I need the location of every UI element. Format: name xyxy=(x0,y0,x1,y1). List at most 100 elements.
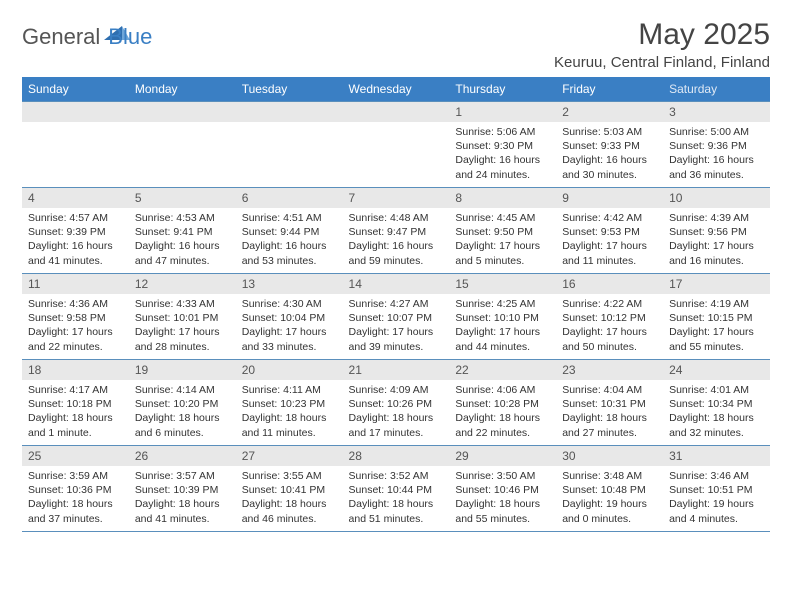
day-line: Sunset: 10:46 PM xyxy=(455,483,550,497)
day-number: 12 xyxy=(129,274,236,294)
day-content: Sunrise: 4:36 AMSunset: 9:58 PMDaylight:… xyxy=(22,294,129,358)
day-line: Sunset: 9:47 PM xyxy=(349,225,444,239)
day-line: Sunset: 10:41 PM xyxy=(242,483,337,497)
calendar-cell: 10Sunrise: 4:39 AMSunset: 9:56 PMDayligh… xyxy=(663,188,770,274)
day-line: Daylight: 16 hours and 53 minutes. xyxy=(242,239,337,267)
day-line: Sunrise: 3:46 AM xyxy=(669,469,764,483)
day-content: Sunrise: 4:51 AMSunset: 9:44 PMDaylight:… xyxy=(236,208,343,272)
day-line: Sunrise: 4:36 AM xyxy=(28,297,123,311)
day-line: Sunrise: 5:03 AM xyxy=(562,125,657,139)
day-line: Sunrise: 4:11 AM xyxy=(242,383,337,397)
day-content: Sunrise: 4:25 AMSunset: 10:10 PMDaylight… xyxy=(449,294,556,358)
calendar-week-row: 4Sunrise: 4:57 AMSunset: 9:39 PMDaylight… xyxy=(22,188,770,274)
day-line: Sunrise: 5:00 AM xyxy=(669,125,764,139)
day-content: Sunrise: 3:59 AMSunset: 10:36 PMDaylight… xyxy=(22,466,129,530)
day-line: Sunset: 10:31 PM xyxy=(562,397,657,411)
day-content: Sunrise: 4:33 AMSunset: 10:01 PMDaylight… xyxy=(129,294,236,358)
calendar-cell: 13Sunrise: 4:30 AMSunset: 10:04 PMDaylig… xyxy=(236,274,343,360)
day-content: Sunrise: 4:22 AMSunset: 10:12 PMDaylight… xyxy=(556,294,663,358)
day-number: 20 xyxy=(236,360,343,380)
day-content: Sunrise: 4:17 AMSunset: 10:18 PMDaylight… xyxy=(22,380,129,444)
calendar-cell: 1Sunrise: 5:06 AMSunset: 9:30 PMDaylight… xyxy=(449,102,556,188)
day-line: Sunset: 9:33 PM xyxy=(562,139,657,153)
day-number: 15 xyxy=(449,274,556,294)
day-header: Saturday xyxy=(663,77,770,102)
day-content: Sunrise: 4:14 AMSunset: 10:20 PMDaylight… xyxy=(129,380,236,444)
day-line: Daylight: 18 hours and 55 minutes. xyxy=(455,497,550,525)
day-content: Sunrise: 3:46 AMSunset: 10:51 PMDaylight… xyxy=(663,466,770,530)
day-line: Daylight: 18 hours and 22 minutes. xyxy=(455,411,550,439)
calendar-cell: 14Sunrise: 4:27 AMSunset: 10:07 PMDaylig… xyxy=(343,274,450,360)
day-line: Sunset: 9:50 PM xyxy=(455,225,550,239)
day-line: Sunset: 10:23 PM xyxy=(242,397,337,411)
day-number: 26 xyxy=(129,446,236,466)
day-content: Sunrise: 4:04 AMSunset: 10:31 PMDaylight… xyxy=(556,380,663,444)
day-content xyxy=(129,122,236,129)
calendar-table: Sunday Monday Tuesday Wednesday Thursday… xyxy=(22,77,770,532)
day-content: Sunrise: 4:57 AMSunset: 9:39 PMDaylight:… xyxy=(22,208,129,272)
day-line: Sunset: 9:56 PM xyxy=(669,225,764,239)
day-content: Sunrise: 4:06 AMSunset: 10:28 PMDaylight… xyxy=(449,380,556,444)
day-line: Sunrise: 5:06 AM xyxy=(455,125,550,139)
day-header: Wednesday xyxy=(343,77,450,102)
day-line: Sunset: 10:44 PM xyxy=(349,483,444,497)
day-line: Sunset: 10:07 PM xyxy=(349,311,444,325)
day-number: 10 xyxy=(663,188,770,208)
page-header: General Blue May 2025 Keuruu, Central Fi… xyxy=(22,18,770,71)
calendar-cell xyxy=(343,102,450,188)
calendar-cell: 2Sunrise: 5:03 AMSunset: 9:33 PMDaylight… xyxy=(556,102,663,188)
calendar-cell: 9Sunrise: 4:42 AMSunset: 9:53 PMDaylight… xyxy=(556,188,663,274)
calendar-cell: 11Sunrise: 4:36 AMSunset: 9:58 PMDayligh… xyxy=(22,274,129,360)
day-line: Sunset: 10:39 PM xyxy=(135,483,230,497)
day-line: Daylight: 17 hours and 33 minutes. xyxy=(242,325,337,353)
day-number: 24 xyxy=(663,360,770,380)
calendar-cell: 6Sunrise: 4:51 AMSunset: 9:44 PMDaylight… xyxy=(236,188,343,274)
day-number: 6 xyxy=(236,188,343,208)
day-number: 14 xyxy=(343,274,450,294)
day-number: 5 xyxy=(129,188,236,208)
day-line: Sunrise: 4:48 AM xyxy=(349,211,444,225)
calendar-cell: 8Sunrise: 4:45 AMSunset: 9:50 PMDaylight… xyxy=(449,188,556,274)
day-line: Sunrise: 4:25 AM xyxy=(455,297,550,311)
day-content: Sunrise: 4:09 AMSunset: 10:26 PMDaylight… xyxy=(343,380,450,444)
day-line: Sunrise: 4:04 AM xyxy=(562,383,657,397)
day-line: Daylight: 18 hours and 1 minute. xyxy=(28,411,123,439)
day-line: Sunrise: 4:51 AM xyxy=(242,211,337,225)
day-line: Sunrise: 4:27 AM xyxy=(349,297,444,311)
day-number xyxy=(343,102,450,122)
brand-part1: General xyxy=(22,24,100,50)
day-content: Sunrise: 3:48 AMSunset: 10:48 PMDaylight… xyxy=(556,466,663,530)
day-content: Sunrise: 4:19 AMSunset: 10:15 PMDaylight… xyxy=(663,294,770,358)
day-header-row: Sunday Monday Tuesday Wednesday Thursday… xyxy=(22,77,770,102)
calendar-week-row: 11Sunrise: 4:36 AMSunset: 9:58 PMDayligh… xyxy=(22,274,770,360)
day-number: 25 xyxy=(22,446,129,466)
day-number: 16 xyxy=(556,274,663,294)
day-number: 1 xyxy=(449,102,556,122)
calendar-cell: 7Sunrise: 4:48 AMSunset: 9:47 PMDaylight… xyxy=(343,188,450,274)
day-line: Daylight: 18 hours and 32 minutes. xyxy=(669,411,764,439)
day-line: Sunset: 10:26 PM xyxy=(349,397,444,411)
day-number: 9 xyxy=(556,188,663,208)
calendar-cell: 24Sunrise: 4:01 AMSunset: 10:34 PMDaylig… xyxy=(663,360,770,446)
day-number: 3 xyxy=(663,102,770,122)
day-number: 13 xyxy=(236,274,343,294)
day-line: Daylight: 18 hours and 51 minutes. xyxy=(349,497,444,525)
calendar-week-row: 25Sunrise: 3:59 AMSunset: 10:36 PMDaylig… xyxy=(22,446,770,532)
day-header: Tuesday xyxy=(236,77,343,102)
calendar-cell: 29Sunrise: 3:50 AMSunset: 10:46 PMDaylig… xyxy=(449,446,556,532)
day-line: Daylight: 16 hours and 30 minutes. xyxy=(562,153,657,181)
calendar-cell: 17Sunrise: 4:19 AMSunset: 10:15 PMDaylig… xyxy=(663,274,770,360)
day-line: Sunset: 10:51 PM xyxy=(669,483,764,497)
day-content: Sunrise: 5:06 AMSunset: 9:30 PMDaylight:… xyxy=(449,122,556,186)
calendar-cell: 16Sunrise: 4:22 AMSunset: 10:12 PMDaylig… xyxy=(556,274,663,360)
day-line: Sunrise: 4:42 AM xyxy=(562,211,657,225)
day-line: Sunrise: 4:30 AM xyxy=(242,297,337,311)
calendar-cell: 19Sunrise: 4:14 AMSunset: 10:20 PMDaylig… xyxy=(129,360,236,446)
day-line: Sunset: 10:48 PM xyxy=(562,483,657,497)
day-number: 28 xyxy=(343,446,450,466)
calendar-cell: 3Sunrise: 5:00 AMSunset: 9:36 PMDaylight… xyxy=(663,102,770,188)
day-header: Sunday xyxy=(22,77,129,102)
day-number: 27 xyxy=(236,446,343,466)
day-number xyxy=(129,102,236,122)
calendar-cell: 27Sunrise: 3:55 AMSunset: 10:41 PMDaylig… xyxy=(236,446,343,532)
